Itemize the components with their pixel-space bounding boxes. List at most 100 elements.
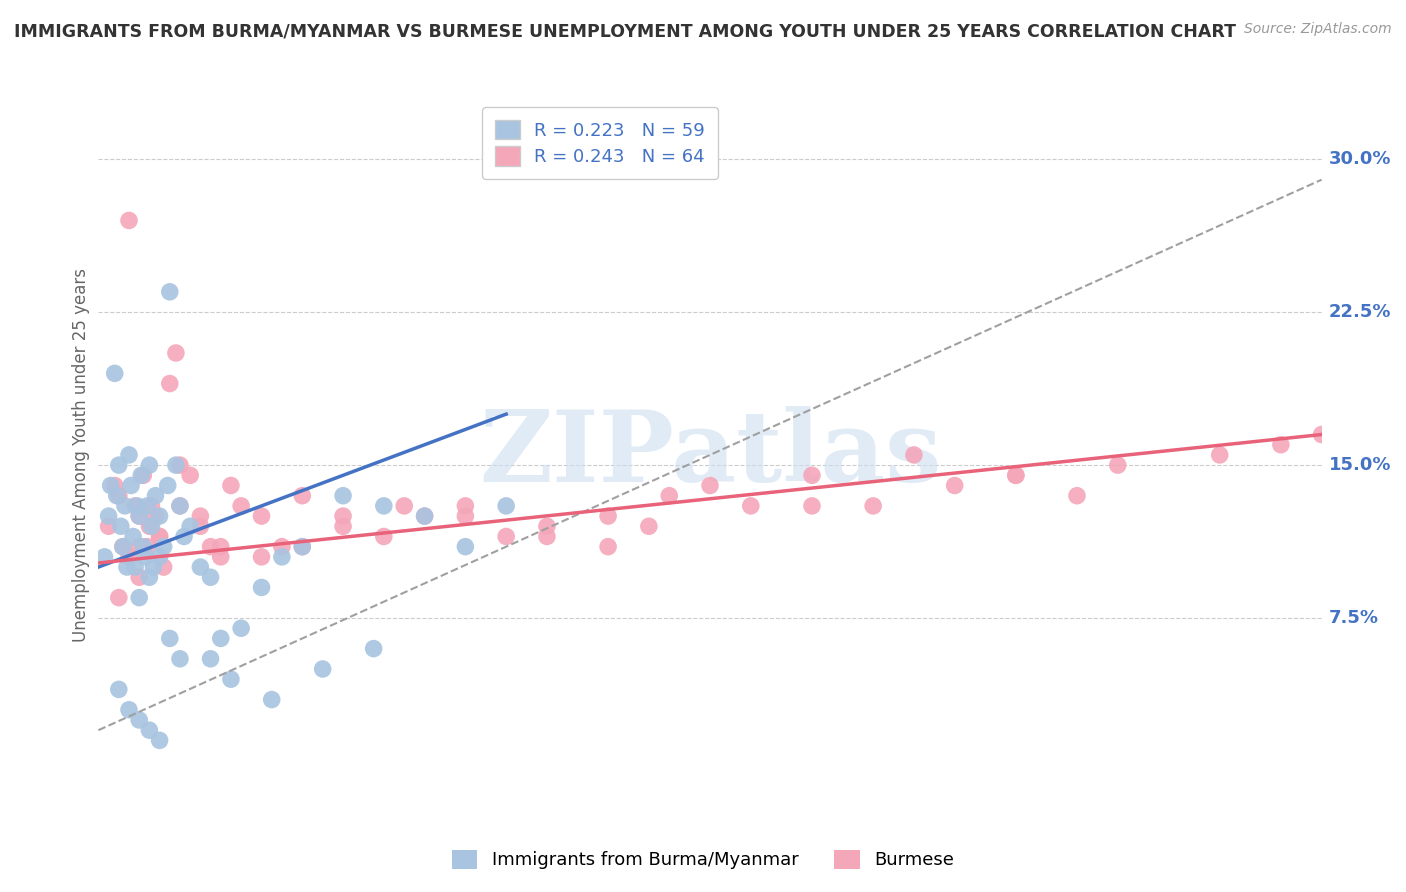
Point: [129, 468, 152, 483]
Point: [149, 733, 172, 747]
Point: [124, 499, 146, 513]
Point: [100, 478, 122, 492]
Point: [862, 499, 884, 513]
Point: [179, 468, 201, 483]
Point: [104, 367, 127, 381]
Point: [108, 591, 131, 605]
Point: [124, 560, 146, 574]
Point: [596, 540, 619, 554]
Point: [291, 489, 314, 503]
Point: [134, 549, 156, 564]
Point: [231, 621, 253, 635]
Point: [108, 682, 131, 697]
Point: [136, 499, 159, 513]
Point: [1004, 468, 1026, 483]
Point: [132, 540, 155, 554]
Point: [363, 641, 385, 656]
Point: [156, 478, 179, 492]
Point: [209, 632, 232, 646]
Point: [260, 692, 283, 706]
Text: 15.0%: 15.0%: [1329, 456, 1391, 475]
Text: 22.5%: 22.5%: [1329, 303, 1391, 321]
Point: [219, 478, 242, 492]
Point: [373, 499, 395, 513]
Point: [1208, 448, 1232, 462]
Point: [188, 560, 212, 574]
Point: [169, 499, 191, 513]
Point: [145, 509, 167, 524]
Point: [250, 549, 273, 564]
Y-axis label: Unemployment Among Youth under 25 years: Unemployment Among Youth under 25 years: [72, 268, 90, 642]
Text: ZIPatlas: ZIPatlas: [479, 407, 941, 503]
Point: [392, 499, 416, 513]
Point: [145, 489, 167, 503]
Point: [699, 478, 721, 492]
Text: 7.5%: 7.5%: [1329, 609, 1379, 627]
Point: [658, 489, 681, 503]
Point: [1107, 458, 1129, 472]
Point: [118, 213, 141, 227]
Point: [179, 519, 201, 533]
Point: [128, 509, 150, 524]
Point: [152, 560, 174, 574]
Point: [740, 499, 762, 513]
Point: [454, 509, 477, 524]
Point: [128, 540, 150, 554]
Point: [200, 540, 222, 554]
Point: [373, 529, 395, 543]
Point: [188, 509, 212, 524]
Point: [149, 529, 172, 543]
Point: [312, 662, 335, 676]
Point: [291, 540, 314, 554]
Point: [169, 652, 191, 666]
Point: [165, 346, 187, 360]
Point: [128, 713, 150, 727]
Point: [173, 529, 195, 543]
Point: [110, 519, 132, 533]
Point: [1270, 438, 1292, 452]
Point: [149, 529, 172, 543]
Point: [104, 478, 127, 492]
Point: [200, 570, 222, 584]
Point: [270, 549, 294, 564]
Point: [127, 499, 149, 513]
Point: [115, 560, 138, 574]
Point: [495, 499, 517, 513]
Point: [141, 519, 163, 533]
Point: [118, 448, 141, 462]
Legend: R = 0.223   N = 59, R = 0.243   N = 64: R = 0.223 N = 59, R = 0.243 N = 64: [482, 107, 718, 178]
Point: [454, 540, 477, 554]
Point: [454, 499, 477, 513]
Point: [200, 652, 222, 666]
Point: [97, 519, 120, 533]
Point: [159, 632, 181, 646]
Point: [169, 499, 191, 513]
Point: [93, 549, 115, 564]
Point: [132, 468, 155, 483]
Point: [1004, 468, 1026, 483]
Point: [495, 529, 517, 543]
Point: [413, 509, 436, 524]
Point: [903, 448, 925, 462]
Point: [159, 285, 181, 299]
Point: [250, 509, 273, 524]
Point: [270, 540, 294, 554]
Point: [149, 549, 172, 564]
Point: [149, 509, 172, 524]
Point: [209, 540, 232, 554]
Point: [138, 723, 160, 738]
Point: [136, 540, 159, 554]
Point: [165, 458, 187, 472]
Point: [128, 509, 150, 524]
Point: [97, 509, 120, 524]
Point: [332, 489, 354, 503]
Point: [118, 549, 141, 564]
Point: [596, 509, 619, 524]
Point: [188, 519, 212, 533]
Point: [413, 509, 436, 524]
Point: [141, 499, 163, 513]
Point: [138, 458, 160, 472]
Point: [128, 570, 150, 584]
Point: [291, 540, 314, 554]
Point: [219, 672, 242, 686]
